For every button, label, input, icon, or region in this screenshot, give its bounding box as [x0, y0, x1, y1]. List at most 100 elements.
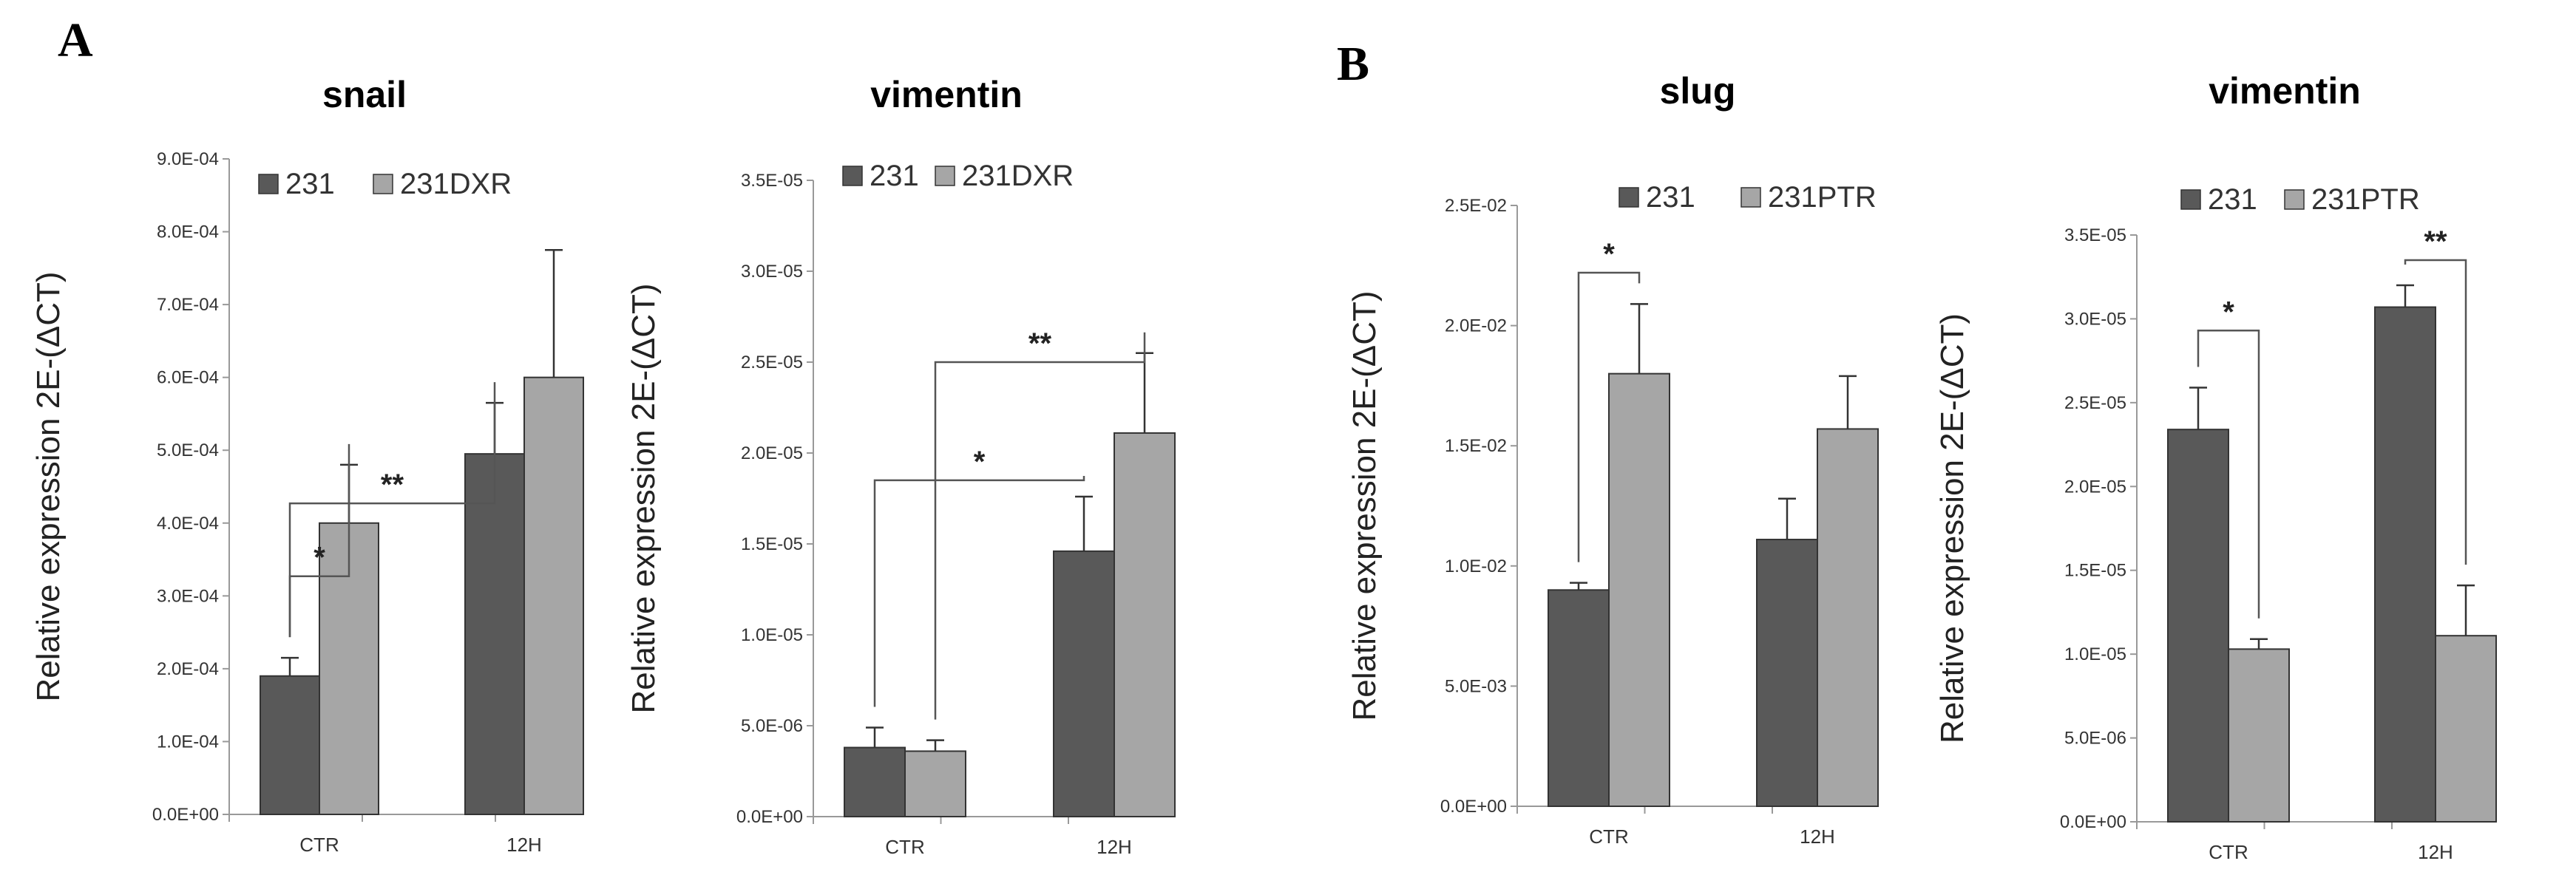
significance-label: *	[1603, 238, 1615, 270]
y-axis-label: Relative expression 2E-(ΔCT)	[1934, 313, 1970, 743]
significance-label: **	[381, 469, 404, 501]
legend-swatch-231dxr	[935, 166, 955, 186]
y-tick-label: 2.5E-02	[1445, 196, 1507, 216]
chart-title: vimentin	[870, 74, 1023, 115]
bar-231ptr-ctr	[2228, 648, 2290, 823]
y-tick-label: 1.0E-02	[1445, 556, 1507, 576]
chart-1: snail Relative expression 2E-(ΔCT) 0.0E+00…	[30, 74, 584, 856]
legend-label-231dxr: 231DXR	[962, 160, 1074, 192]
y-tick-label: 5.0E-06	[2064, 729, 2126, 749]
y-tick-label: 3.5E-05	[741, 171, 803, 191]
bar-231-ctr	[1548, 589, 1610, 807]
y-tick-label: 2.0E-05	[2064, 477, 2126, 497]
chart-3: slug Relative expression 2E-(ΔCT) 0.0E+00 5…	[1346, 70, 1879, 848]
significance-label: *	[2223, 296, 2234, 328]
y-tick-label: 0.0E+00	[2060, 812, 2126, 832]
y-axis-label: Relative expression 2E-(ΔCT)	[1346, 290, 1383, 721]
bar-231ptr-12h	[2435, 635, 2497, 823]
y-tick-label: 6.0E-04	[157, 368, 219, 388]
bar-231-ctr	[260, 675, 320, 815]
y-tick-label: 3.0E-05	[2064, 309, 2126, 329]
y-tick-label: 1.5E-02	[1445, 436, 1507, 456]
x-tick-label: 12H	[1800, 825, 1835, 848]
legend-swatch-231	[842, 166, 863, 186]
significance-bracket	[1577, 271, 1641, 562]
x-tick-label: 12H	[506, 834, 542, 856]
x-tick-label: CTR	[299, 834, 339, 856]
significance-label: **	[1028, 327, 1052, 360]
x-tick-label: CTR	[1589, 825, 1628, 848]
bar-231-12h	[1756, 539, 1818, 807]
y-tick-label: 0.0E+00	[736, 807, 803, 827]
legend-swatch-231	[1619, 187, 1639, 208]
y-tick-label: 0.0E+00	[152, 805, 219, 825]
chart-title: vimentin	[2209, 70, 2361, 112]
x-tick-label: 12H	[1097, 836, 1132, 858]
significance-bracket	[2404, 259, 2467, 565]
significance-bracket	[288, 382, 496, 638]
y-tick-label: 4.0E-04	[157, 514, 219, 534]
legend-swatch-231	[2180, 189, 2201, 210]
y-tick-label: 1.0E-05	[741, 625, 803, 645]
legend-swatch-231	[258, 174, 279, 194]
panel-label-a: A	[58, 13, 93, 67]
y-tick-label: 3.0E-04	[157, 586, 219, 606]
bar-231ptr-ctr	[1608, 372, 1670, 807]
bar-231-12h	[464, 453, 525, 816]
legend-label-231ptr: 231PTR	[1768, 181, 1877, 214]
y-tick-label: 0.0E+00	[1440, 797, 1507, 817]
significance-label: *	[313, 542, 325, 574]
charts-container: snail Relative expression 2E-(ΔCT) 0.0E+00…	[30, 70, 2497, 863]
y-tick-label: 2.0E-04	[157, 659, 219, 679]
significance-bracket	[934, 332, 1146, 720]
chart-2: vimentin Relative expression 2E-(ΔCT) 0.0E…	[626, 74, 1176, 858]
chart-title: slug	[1660, 70, 1736, 112]
legend-swatch-231ptr	[1741, 187, 1761, 208]
y-tick-label: 3.5E-05	[2064, 225, 2126, 245]
chart-4: vimentin Relative expression 2E-(ΔCT) 0.0E…	[1934, 70, 2497, 863]
y-tick-label: 3.0E-05	[741, 262, 803, 282]
y-tick-label: 2.0E-05	[741, 443, 803, 463]
y-tick-label: 2.5E-05	[741, 353, 803, 372]
y-tick-label: 2.5E-05	[2064, 393, 2126, 413]
y-tick-label: 1.5E-05	[2064, 561, 2126, 581]
y-tick-label: 9.0E-04	[157, 149, 219, 169]
y-tick-label: 1.5E-05	[741, 534, 803, 554]
bar-231dxr-12h	[1114, 432, 1176, 817]
legend-label-231: 231	[870, 160, 919, 192]
legend-swatch-231dxr	[373, 174, 393, 194]
y-tick-label: 5.0E-04	[157, 440, 219, 460]
bar-231-ctr	[2167, 429, 2229, 823]
y-tick-label: 7.0E-04	[157, 295, 219, 315]
bar-231-ctr	[844, 746, 906, 818]
legend-label-231ptr: 231PTR	[2311, 183, 2420, 216]
y-tick-label: 5.0E-06	[741, 716, 803, 736]
chart-title: snail	[322, 74, 407, 115]
bar-231-12h	[1053, 550, 1115, 818]
legend-swatch-231ptr	[2284, 189, 2305, 210]
significance-bracket	[873, 476, 1085, 707]
y-tick-label: 1.0E-05	[2064, 644, 2126, 664]
x-tick-label: CTR	[885, 836, 924, 858]
significance-bracket	[2197, 330, 2260, 619]
bar-231ptr-12h	[1817, 428, 1879, 807]
y-tick-label: 2.0E-02	[1445, 316, 1507, 336]
x-tick-label: CTR	[2209, 841, 2248, 863]
legend-label-231dxr: 231DXR	[400, 168, 512, 200]
significance-label: **	[2424, 225, 2447, 258]
bar-231dxr-12h	[523, 376, 584, 815]
y-tick-label: 8.0E-04	[157, 222, 219, 242]
y-tick-label: 1.0E-04	[157, 732, 219, 752]
legend-label-231: 231	[2208, 183, 2257, 216]
x-tick-label: 12H	[2418, 841, 2453, 863]
bar-231-12h	[2374, 306, 2436, 823]
y-tick-label: 5.0E-03	[1445, 676, 1507, 696]
legend-label-231: 231	[285, 168, 335, 200]
bar-231dxr-ctr	[904, 750, 966, 817]
legend-label-231: 231	[1646, 181, 1695, 214]
y-axis-label: Relative expression 2E-(ΔCT)	[626, 283, 662, 713]
significance-label: *	[974, 446, 986, 478]
panel-label-b: B	[1337, 37, 1369, 91]
y-axis-label: Relative expression 2E-(ΔCT)	[30, 271, 67, 701]
